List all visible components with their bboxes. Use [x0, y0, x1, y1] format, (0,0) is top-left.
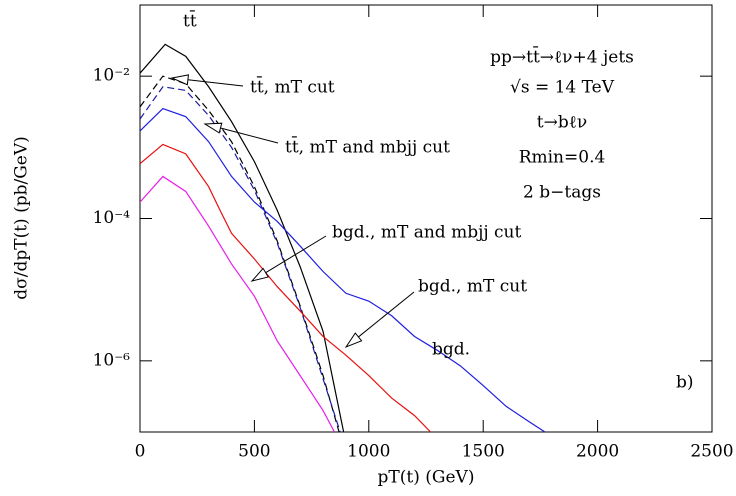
annotation: √s = 14 TeV	[510, 78, 615, 98]
arrow-head	[250, 267, 270, 282]
series-line	[140, 107, 546, 432]
arrow-shaft	[187, 79, 244, 87]
arrow-head	[344, 332, 363, 349]
arrow-shaft	[265, 235, 327, 274]
series-line	[140, 43, 345, 432]
series-label: tt̄, mT cut	[250, 75, 335, 98]
x-tick-label: 2500	[690, 442, 733, 462]
arrow-shaft	[358, 291, 415, 338]
panel-label: b)	[676, 373, 694, 393]
series-label: tt̄	[183, 9, 197, 32]
series-line	[140, 175, 336, 432]
series-line	[140, 86, 341, 432]
y-axis-label: dσ/dpT(t) (pb/GeV)	[12, 136, 32, 300]
annotation: Rmin=0.4	[519, 148, 606, 168]
x-tick-label: 1500	[462, 442, 505, 462]
annotation: t→bℓν	[537, 113, 587, 133]
y-tick-label: 10⁻⁴	[93, 208, 131, 228]
x-tick-label: 500	[238, 442, 270, 462]
series-line	[140, 75, 340, 432]
x-tick-label: 2000	[576, 442, 619, 462]
x-axis-label: pT(t) (GeV)	[378, 468, 475, 488]
y-tick-label: 10⁻²	[93, 66, 130, 86]
series-label: bgd.	[432, 340, 470, 360]
arrow-shaft	[220, 127, 279, 144]
x-tick-label: 1000	[347, 442, 390, 462]
x-tick-label: 0	[135, 442, 146, 462]
series-label: bgd., mT and mbjj cut	[332, 223, 522, 243]
series-line	[140, 143, 432, 432]
series-label: tt̄, mT and mbjj cut	[285, 135, 450, 158]
arrow-head	[203, 122, 223, 134]
arrow-head	[170, 74, 190, 86]
plot-frame	[139, 4, 713, 433]
series-label: bgd., mT cut	[418, 277, 527, 297]
y-tick-label: 10⁻⁶	[93, 350, 131, 370]
annotation: pp→tt̄→ℓν+4 jets	[490, 45, 634, 68]
annotation: 2 b−tags	[523, 183, 601, 203]
